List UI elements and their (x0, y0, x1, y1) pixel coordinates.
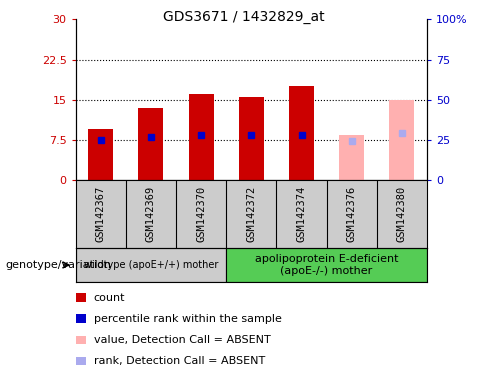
Bar (188, 94, 214, 180)
Bar (76, 248, 226, 282)
Text: wildtype (apoE+/+) mother: wildtype (apoE+/+) mother (84, 260, 218, 270)
Text: GSM142376: GSM142376 (346, 186, 357, 242)
Bar (339, 135, 364, 180)
Bar (226, 248, 427, 282)
Text: GSM142370: GSM142370 (196, 186, 206, 242)
Text: percentile rank within the sample: percentile rank within the sample (94, 314, 282, 324)
Text: GSM142374: GSM142374 (297, 186, 306, 242)
Text: GSM142372: GSM142372 (246, 186, 256, 242)
Text: genotype/variation: genotype/variation (5, 260, 111, 270)
Bar (289, 86, 314, 180)
Text: rank, Detection Call = ABSENT: rank, Detection Call = ABSENT (94, 356, 265, 366)
Text: count: count (94, 293, 125, 303)
Text: GSM142369: GSM142369 (146, 186, 156, 242)
Text: apolipoprotein E-deficient
(apoE-/-) mother: apolipoprotein E-deficient (apoE-/-) mot… (255, 254, 398, 276)
Bar (139, 108, 163, 180)
Bar (88, 129, 113, 180)
Text: GDS3671 / 1432829_at: GDS3671 / 1432829_at (163, 10, 325, 23)
Bar (389, 100, 414, 180)
Text: value, Detection Call = ABSENT: value, Detection Call = ABSENT (94, 335, 270, 345)
Bar (239, 97, 264, 180)
Text: GSM142367: GSM142367 (96, 186, 106, 242)
Text: GSM142380: GSM142380 (397, 186, 407, 242)
